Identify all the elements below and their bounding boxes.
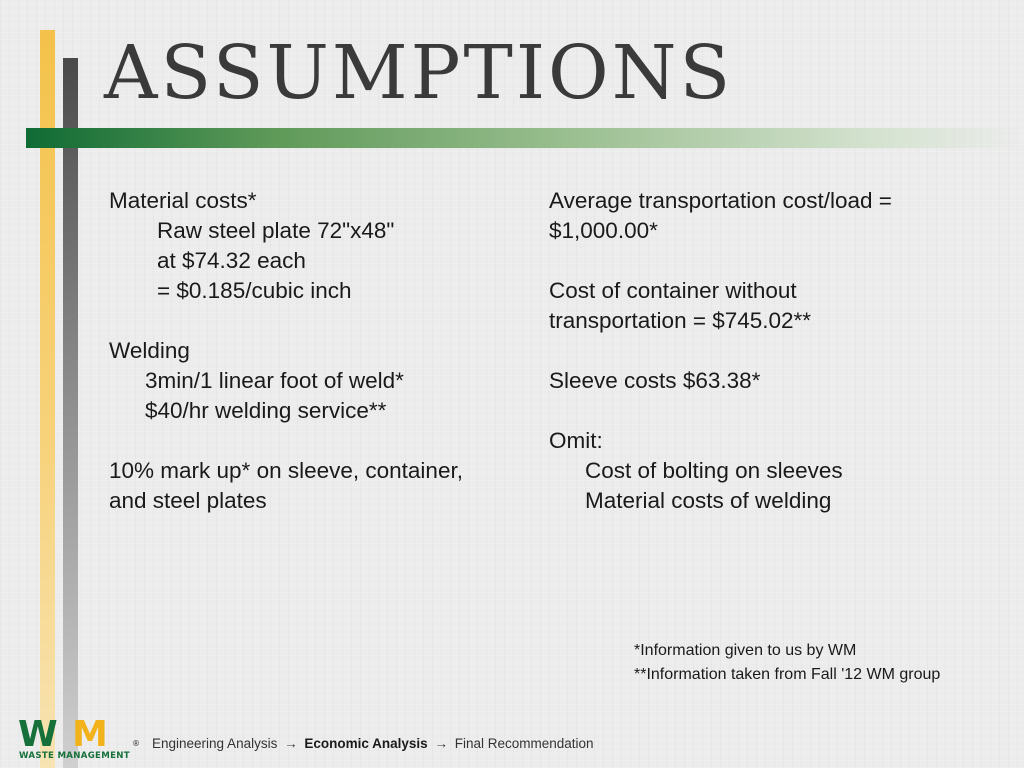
bullet-line: $1,000.00* bbox=[549, 218, 658, 243]
footnote-2: **Information taken from Fall '12 WM gro… bbox=[634, 666, 941, 683]
logo-registered-mark: ® bbox=[132, 739, 140, 748]
bullet-line: 10% mark up* on sleeve, container, bbox=[109, 458, 463, 483]
bullet-line: at $74.32 each bbox=[157, 248, 306, 273]
yellow-accent-bar bbox=[40, 30, 55, 768]
bullet-line: transportation = $745.02** bbox=[549, 308, 812, 333]
slide-title: ASSUMPTIONS bbox=[104, 30, 734, 116]
title-underline-rule bbox=[26, 128, 1024, 148]
logo-letter-m: M bbox=[72, 714, 108, 755]
bullet-line: Omit: bbox=[549, 428, 603, 453]
bullet-line: Welding bbox=[109, 338, 190, 363]
gray-accent-bar bbox=[63, 58, 78, 768]
breadcrumb-step-engineering[interactable]: Engineering Analysis bbox=[152, 736, 278, 751]
spacer bbox=[109, 306, 519, 336]
bullet-line: Cost of bolting on sleeves bbox=[585, 458, 843, 483]
bullet-line: 3min/1 linear foot of weld* bbox=[145, 368, 404, 393]
bullet-line: $40/hr welding service** bbox=[145, 398, 387, 423]
bullet-line: Cost of container without bbox=[549, 278, 797, 303]
waste-management-logo: W M ® WASTE MANAGEMENT bbox=[18, 714, 140, 761]
bullet-line: = $0.185/cubic inch bbox=[157, 278, 352, 303]
bullet-line: Sleeve costs $63.38* bbox=[549, 368, 761, 393]
breadcrumb: Engineering Analysis → Economic Analysis… bbox=[152, 736, 594, 751]
footnotes: *Information given to us by WM **Informa… bbox=[634, 639, 940, 687]
bullet-line: Raw steel plate 72"x48" bbox=[157, 218, 395, 243]
spacer bbox=[549, 336, 969, 366]
spacer bbox=[549, 396, 969, 426]
logo-subtitle: WASTE MANAGEMENT bbox=[19, 751, 130, 761]
bullet-line: Average transportation cost/load = bbox=[549, 188, 892, 213]
breadcrumb-step-economic[interactable]: Economic Analysis bbox=[304, 736, 428, 751]
logo-letter-w: W bbox=[18, 714, 58, 755]
bullet-line: and steel plates bbox=[109, 488, 267, 513]
left-column: Material costs* Raw steel plate 72"x48" at… bbox=[109, 186, 519, 516]
right-column: Average transportation cost/load = $1,000… bbox=[549, 186, 969, 516]
breadcrumb-arrow-icon: → bbox=[434, 736, 448, 751]
spacer bbox=[109, 426, 519, 456]
bullet-line: Material costs of welding bbox=[585, 488, 832, 513]
breadcrumb-arrow-icon: → bbox=[284, 736, 298, 751]
bullet-line: Material costs* bbox=[109, 188, 257, 213]
footnote-1: *Information given to us by WM bbox=[634, 642, 857, 659]
breadcrumb-step-final[interactable]: Final Recommendation bbox=[454, 736, 594, 751]
spacer bbox=[549, 246, 969, 276]
